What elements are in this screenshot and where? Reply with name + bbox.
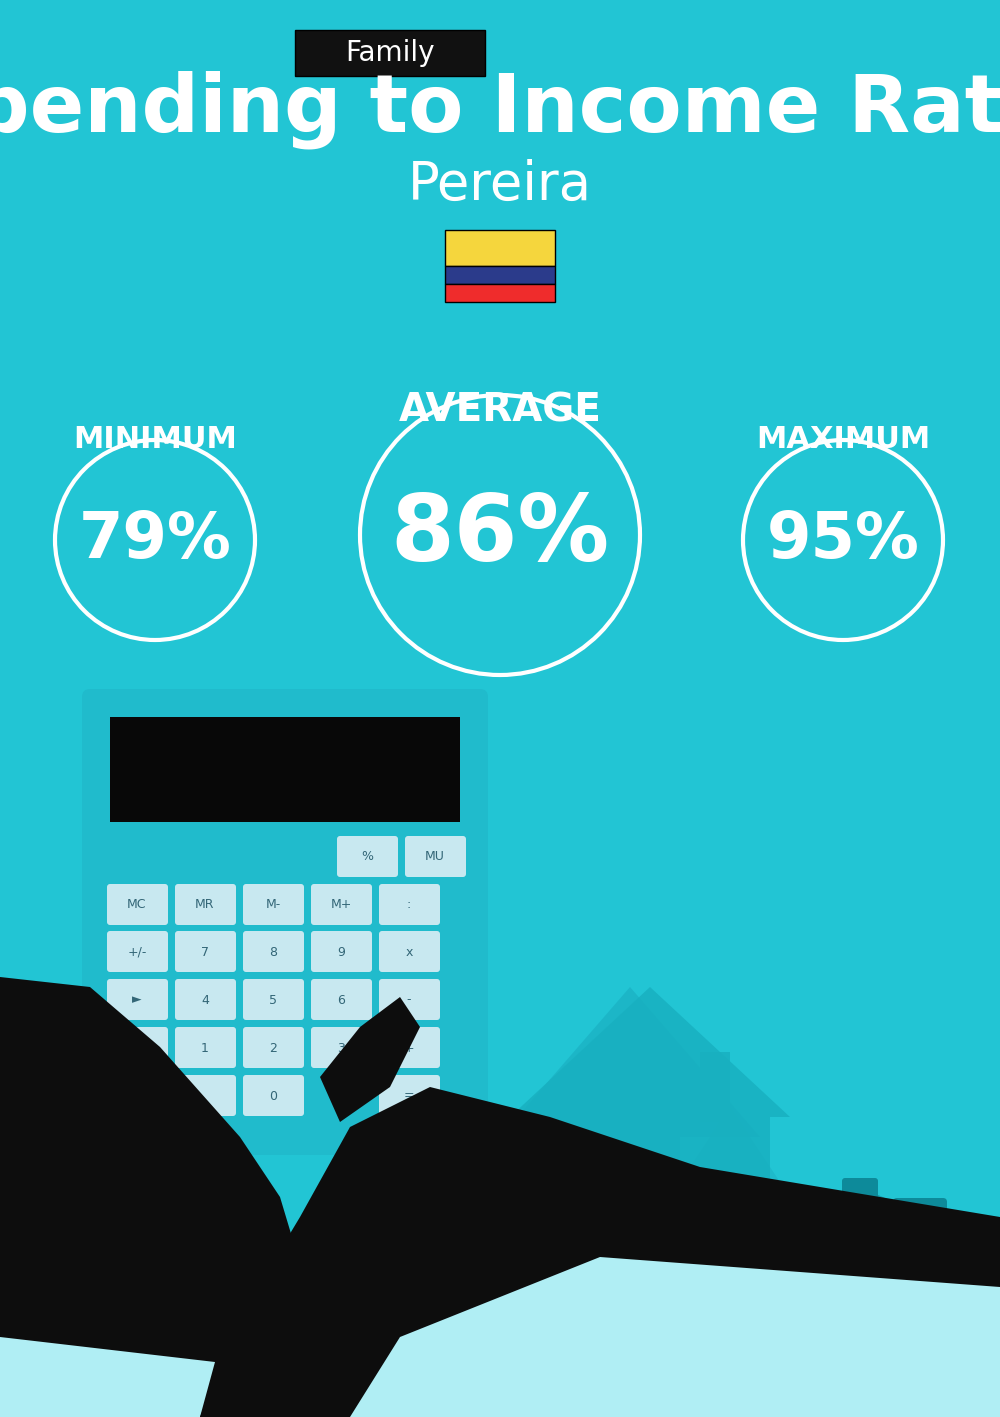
Text: +/-: +/-	[127, 945, 147, 958]
Polygon shape	[355, 1017, 465, 1217]
FancyBboxPatch shape	[379, 979, 440, 1020]
Text: 86%: 86%	[390, 490, 610, 580]
Text: 00: 00	[129, 1090, 145, 1102]
Text: MU: MU	[425, 850, 445, 863]
FancyBboxPatch shape	[590, 1287, 740, 1297]
FancyBboxPatch shape	[107, 884, 168, 925]
Text: 8: 8	[269, 945, 277, 958]
Text: 95%: 95%	[767, 509, 919, 571]
FancyBboxPatch shape	[107, 931, 168, 972]
FancyBboxPatch shape	[311, 1027, 372, 1068]
Text: 5: 5	[269, 993, 277, 1006]
Polygon shape	[200, 1087, 1000, 1417]
FancyBboxPatch shape	[590, 1323, 740, 1333]
Text: 9: 9	[337, 945, 345, 958]
Polygon shape	[510, 988, 790, 1117]
Polygon shape	[0, 976, 310, 1417]
FancyBboxPatch shape	[175, 1027, 236, 1068]
FancyBboxPatch shape	[379, 884, 440, 925]
FancyBboxPatch shape	[107, 1027, 168, 1068]
FancyBboxPatch shape	[311, 884, 372, 925]
FancyBboxPatch shape	[311, 931, 372, 972]
FancyBboxPatch shape	[379, 931, 440, 972]
FancyBboxPatch shape	[311, 979, 372, 1020]
FancyBboxPatch shape	[405, 836, 466, 877]
Text: M+: M+	[330, 898, 352, 911]
Text: $: $	[849, 1237, 871, 1267]
FancyBboxPatch shape	[243, 931, 304, 972]
Text: %: %	[361, 850, 373, 863]
FancyBboxPatch shape	[295, 30, 485, 77]
FancyBboxPatch shape	[700, 1051, 730, 1122]
FancyBboxPatch shape	[379, 1027, 440, 1068]
Text: :: :	[407, 898, 411, 911]
FancyBboxPatch shape	[175, 931, 236, 972]
Text: MC: MC	[127, 898, 147, 911]
Polygon shape	[650, 1107, 810, 1357]
FancyBboxPatch shape	[590, 1311, 740, 1321]
FancyBboxPatch shape	[337, 836, 398, 877]
FancyBboxPatch shape	[379, 1076, 440, 1117]
FancyBboxPatch shape	[243, 1027, 304, 1068]
FancyBboxPatch shape	[107, 1076, 168, 1117]
Text: 7: 7	[201, 945, 209, 958]
Text: $: $	[904, 1282, 936, 1328]
FancyBboxPatch shape	[590, 1299, 740, 1309]
FancyBboxPatch shape	[842, 1178, 878, 1202]
Text: Family: Family	[345, 40, 435, 67]
Text: =: =	[404, 1090, 414, 1102]
Text: MAXIMUM: MAXIMUM	[756, 425, 930, 455]
FancyBboxPatch shape	[110, 717, 460, 822]
FancyBboxPatch shape	[175, 884, 236, 925]
FancyBboxPatch shape	[107, 979, 168, 1020]
FancyBboxPatch shape	[590, 1275, 740, 1285]
Text: C/A: C/A	[126, 1041, 148, 1054]
FancyBboxPatch shape	[243, 979, 304, 1020]
Text: x: x	[405, 945, 413, 958]
Text: +: +	[404, 1041, 414, 1054]
Polygon shape	[500, 988, 760, 1297]
Text: MINIMUM: MINIMUM	[73, 425, 237, 455]
FancyBboxPatch shape	[175, 1076, 236, 1117]
Text: 2: 2	[269, 1041, 277, 1054]
Text: MR: MR	[195, 898, 215, 911]
Text: 0: 0	[269, 1090, 277, 1102]
Text: 3: 3	[337, 1041, 345, 1054]
Text: 4: 4	[201, 993, 209, 1006]
Text: Spending to Income Ratio: Spending to Income Ratio	[0, 71, 1000, 149]
Polygon shape	[350, 1257, 1000, 1417]
FancyBboxPatch shape	[175, 979, 236, 1020]
Text: -: -	[407, 993, 411, 1006]
Text: .: .	[203, 1090, 207, 1102]
FancyBboxPatch shape	[530, 1117, 770, 1338]
FancyBboxPatch shape	[893, 1197, 947, 1229]
FancyBboxPatch shape	[445, 283, 555, 302]
Text: AVERAGE: AVERAGE	[399, 391, 601, 429]
FancyBboxPatch shape	[243, 1076, 304, 1117]
Circle shape	[840, 1217, 1000, 1377]
Text: M-: M-	[265, 898, 281, 911]
Text: 6: 6	[337, 993, 345, 1006]
Text: 1: 1	[201, 1041, 209, 1054]
Polygon shape	[0, 1338, 215, 1417]
Text: ►: ►	[132, 993, 142, 1006]
Text: Pereira: Pereira	[408, 159, 592, 211]
FancyBboxPatch shape	[243, 884, 304, 925]
Text: 79%: 79%	[79, 509, 231, 571]
Polygon shape	[320, 998, 420, 1122]
FancyBboxPatch shape	[590, 1335, 740, 1345]
FancyBboxPatch shape	[82, 689, 488, 1155]
FancyBboxPatch shape	[617, 1227, 683, 1338]
FancyBboxPatch shape	[590, 1348, 740, 1357]
FancyBboxPatch shape	[445, 266, 555, 283]
FancyBboxPatch shape	[445, 230, 555, 266]
Circle shape	[805, 1192, 915, 1302]
